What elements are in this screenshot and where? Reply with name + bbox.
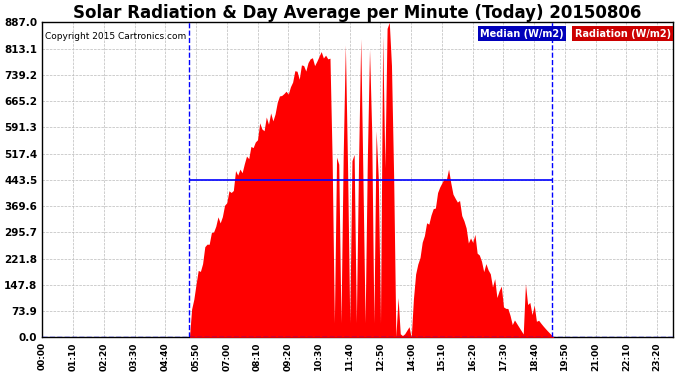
Text: Radiation (W/m2): Radiation (W/m2) [575,28,671,39]
Title: Solar Radiation & Day Average per Minute (Today) 20150806: Solar Radiation & Day Average per Minute… [73,4,642,22]
Text: Copyright 2015 Cartronics.com: Copyright 2015 Cartronics.com [46,32,187,41]
Text: Median (W/m2): Median (W/m2) [480,28,564,39]
